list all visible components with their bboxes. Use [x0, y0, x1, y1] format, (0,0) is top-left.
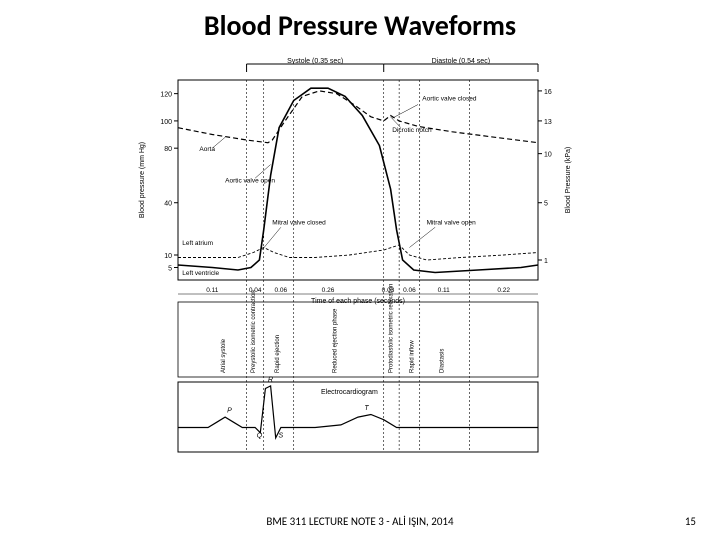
footer: BME 311 LECTURE NOTE 3 - ALİ IŞIN, 2014 [0, 515, 720, 528]
svg-text:Rapid inflow: Rapid inflow [410, 340, 416, 373]
title-text: Blood Pressure Waveforms [204, 8, 516, 43]
svg-text:0.11: 0.11 [206, 287, 219, 294]
svg-text:S: S [279, 433, 284, 440]
svg-text:0.26: 0.26 [322, 287, 335, 294]
svg-text:R: R [268, 376, 273, 383]
svg-text:Systole (0.35 sec): Systole (0.35 sec) [287, 58, 343, 65]
svg-text:1: 1 [544, 258, 548, 265]
svg-text:100: 100 [160, 119, 172, 126]
svg-text:Diastasis: Diastasis [440, 349, 446, 373]
svg-text:0.22: 0.22 [497, 287, 510, 294]
svg-text:Rapid ejection: Rapid ejection [275, 335, 281, 373]
svg-text:10: 10 [544, 152, 552, 159]
svg-text:P: P [227, 408, 232, 415]
svg-text:40: 40 [164, 201, 172, 208]
svg-text:Aortic valve closed: Aortic valve closed [422, 95, 477, 102]
svg-text:0.06: 0.06 [275, 287, 288, 294]
svg-text:Blood Pressure (kPa): Blood Pressure (kPa) [565, 147, 572, 214]
svg-text:10: 10 [164, 253, 172, 260]
svg-text:Diastole (0.54 sec): Diastole (0.54 sec) [432, 58, 490, 65]
svg-text:Dicrotic notch: Dicrotic notch [392, 127, 432, 134]
svg-text:Atrial systole: Atrial systole [221, 338, 227, 373]
svg-text:Preystolic isometric contracti: Preystolic isometric contraction [251, 290, 257, 373]
svg-text:120: 120 [160, 92, 172, 99]
svg-text:Aorta: Aorta [199, 146, 215, 153]
footer-text: BME 311 LECTURE NOTE 3 - ALİ IŞIN, 2014 [266, 515, 453, 528]
svg-text:Mitral valve open: Mitral valve open [427, 220, 477, 227]
pagenum-text: 15 [685, 515, 696, 528]
svg-text:Reduced ejection phase: Reduced ejection phase [333, 308, 339, 373]
chart-container: Systole (0.35 sec)Diastole (0.54 sec)510… [130, 52, 590, 482]
svg-text:13: 13 [544, 119, 552, 126]
svg-text:0.11: 0.11 [438, 287, 451, 294]
svg-text:Electrocardiogram: Electrocardiogram [321, 389, 378, 396]
svg-text:Mitral valve closed: Mitral valve closed [272, 220, 326, 227]
svg-text:0.06: 0.06 [403, 287, 416, 294]
svg-text:Aortic valve open: Aortic valve open [225, 177, 275, 184]
svg-text:Protodiastolic isometric relax: Protodiastolic isometric relaxation [388, 284, 394, 373]
svg-text:16: 16 [544, 89, 552, 96]
svg-text:Blood pressure (mm Hg): Blood pressure (mm Hg) [139, 142, 146, 218]
svg-text:5: 5 [168, 266, 172, 273]
page-title: Blood Pressure Waveforms [0, 8, 720, 43]
svg-text:T: T [364, 405, 369, 412]
page-number: 15 [685, 515, 696, 528]
waveform-chart: Systole (0.35 sec)Diastole (0.54 sec)510… [130, 52, 590, 482]
svg-text:80: 80 [164, 146, 172, 153]
svg-text:5: 5 [544, 201, 548, 208]
svg-text:Left atrium: Left atrium [182, 240, 213, 247]
svg-text:Left ventricle: Left ventricle [182, 270, 219, 277]
svg-text:Q: Q [257, 433, 263, 440]
